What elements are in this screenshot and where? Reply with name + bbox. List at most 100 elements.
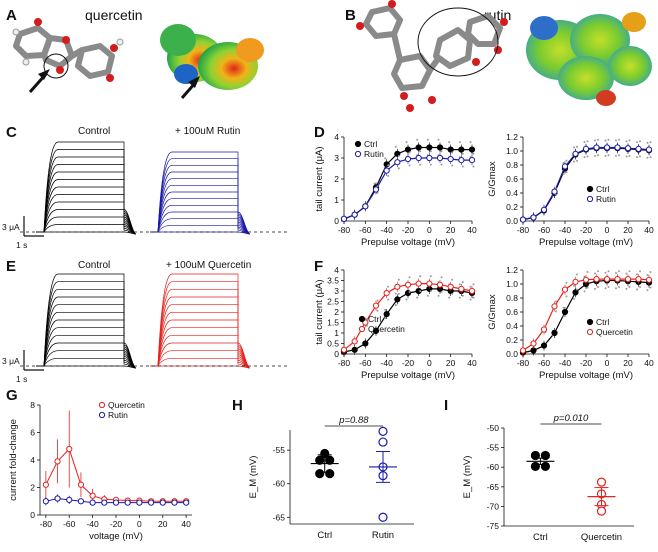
replicate-point [451,292,454,295]
data-point-rutin [415,154,422,162]
replicate-point [649,271,652,274]
replicate-point [586,155,589,158]
trace-sweep [36,281,137,369]
replicate-point [437,294,440,297]
legend-label: Ctrl [596,317,609,327]
y-tick-label: 2 [334,307,339,317]
data-point-rutin [183,499,190,506]
data-point-rutin [112,499,120,506]
replicate-point [387,285,390,288]
replicate-point [607,154,610,157]
trace-sweep [150,288,251,369]
data-point-rutin [561,163,569,170]
trace-sweep [150,296,251,369]
replicate-point [628,270,631,273]
dot-point [378,437,388,447]
data-point-rutin [394,159,401,166]
replicate-point [419,275,422,278]
replicate-point [649,156,652,159]
replicate-point [576,288,578,291]
replicate-point [615,139,617,142]
panel-e-quercetin-label: + 100uM Quercetin [166,260,251,271]
replicate-point [451,151,454,154]
trace-sweep [150,198,251,235]
replicate-point [607,138,610,141]
replicate-point [618,270,620,273]
trace-sweep [36,296,137,369]
replicate-point [586,271,589,274]
replicate-point [461,281,464,284]
trace-sweep [36,156,137,235]
data-point-rutin [593,144,600,151]
replicate-point [408,276,411,279]
series-line-rutin [343,157,472,220]
replicate-point [387,164,390,167]
x-tick-label: -80 [40,519,53,529]
replicate-point [565,171,568,174]
x-tick-label: 20 [158,519,168,529]
y-tick-label: 0 [334,216,339,226]
data-point-quercetin [635,276,642,283]
replicate-point [646,274,649,277]
dot-point [596,477,607,487]
data-point-ctrl [372,327,380,334]
trace-sweep [150,171,251,235]
trace-sweep [150,273,251,369]
chart-d-conductance: -80 -60 -40 -20 0 20 40 0.0 0.2 0.4 0.6 0.8 1.0 1.2 Pr… [487,132,654,248]
y-tick-label: 0.4 [506,188,518,198]
replicate-point [469,285,472,288]
y-tick-label: -55 [487,443,500,453]
trace-sweep [36,327,137,369]
x-tick-label: 40 [644,225,654,235]
y-tick-label: 1 [334,328,339,338]
replicate-point [458,141,461,144]
legend-label: Ctrl [368,314,381,324]
y-tick-label: 0.8 [506,160,518,170]
replicate-point [604,139,607,142]
data-point-rutin [42,498,49,505]
data-point-rutin [530,214,537,221]
y-tick-label: 1.2 [506,265,518,275]
trace-sweep [150,327,251,369]
legend-label: Quercetin [368,324,405,334]
replicate-point [576,273,578,276]
data-point-quercetin [572,278,579,285]
replicate-point [562,315,565,318]
chart-f-conductance: -80 -60 -40 -20 0 20 40 0.0 0.2 0.4 0.6 0.8 1.0 1.2 Pr… [487,265,654,381]
replicate-point [604,271,607,274]
replicate-point [440,290,443,293]
y-tick-label: 0.2 [506,335,518,345]
data-point-quercetin [540,326,548,333]
panel-i-letter: I [444,397,448,414]
quercetin-surface-map [160,24,264,99]
replicate-point [594,139,596,142]
data-point-ctrl [551,329,558,337]
y-tick-label: -70 [487,501,500,511]
replicate-point [555,310,557,313]
data-point-ctrl [540,342,548,349]
y-tick-label: -75 [487,521,500,531]
trace-sweep [150,357,251,369]
replicate-point [429,275,432,278]
replicate-point [394,304,397,307]
data-point-rutin [147,499,155,506]
x-category-label: Rutin [372,530,394,541]
replicate-point [376,309,379,312]
trace-sweep [150,178,251,235]
data-point-quercetin [372,302,380,309]
replicate-point [607,285,610,288]
rutin-stick-model [356,0,508,112]
replicate-point [565,281,568,284]
replicate-point [618,154,620,157]
data-point-rutin [66,496,73,503]
legend-marker [354,150,362,158]
replicate-point [604,287,607,290]
replicate-point [615,271,617,274]
data-point-ctrl [415,144,422,151]
replicate-point [461,294,464,297]
replicate-point [565,159,568,162]
data-point-rutin [426,154,433,162]
y-tick-label: 4 [334,265,339,275]
x-tick-label: 0 [137,519,142,529]
x-tick-label: 20 [623,225,633,235]
